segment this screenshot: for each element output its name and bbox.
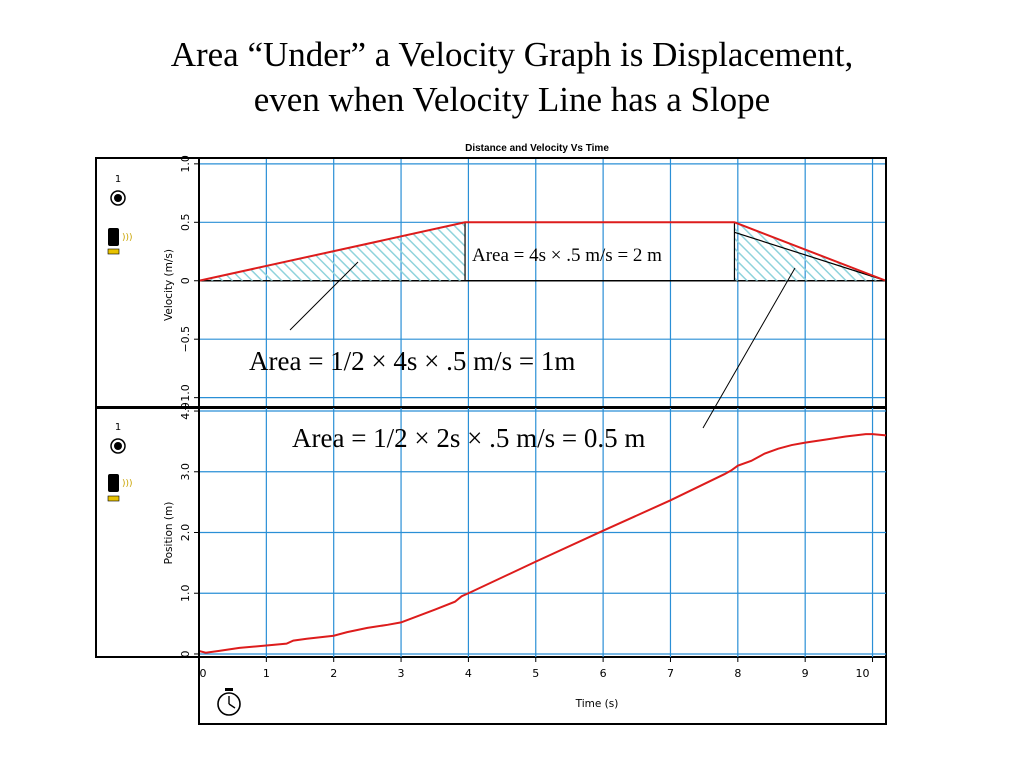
x-tick-label: 7: [667, 667, 674, 680]
signal-waves-icon: ))): [122, 479, 133, 489]
position-y-ticks: 4.0 3.0 2.0 1.0 0: [179, 402, 199, 657]
annotation-triangle-area-left: Area = 1/2 × 4s × .5 m/s = 1m: [249, 346, 575, 376]
velocity-line: [198, 221, 887, 282]
sensor-icon-top[interactable]: 1 ))): [107, 174, 133, 255]
x-tick-label: 5: [532, 667, 539, 680]
y-tick-label: −1.0: [179, 384, 192, 411]
x-tick-label: 6: [600, 667, 607, 680]
annotation-pointer-left: [289, 261, 359, 331]
sensor-dot-inner-icon: [114, 442, 122, 450]
motion-detector-icon: [108, 474, 119, 492]
annotation-triangle-area-right: Area = 1/2 × 2s × .5 m/s = 0.5 m: [292, 423, 645, 453]
y-tick-label: 3.0: [179, 463, 192, 481]
stopwatch-icon[interactable]: [217, 688, 241, 716]
velocity-y-ticks: 1.0 0.5 0 −0.5 −1.0: [179, 155, 199, 411]
velocity-series: [198, 221, 887, 282]
x-tick-label: 8: [734, 667, 741, 680]
sensor-number-bottom: 1: [115, 422, 121, 433]
annotation-rectangle-area: Area = 4s × .5 m/s = 2 m: [472, 245, 662, 266]
velocity-axis-label: Velocity (m/s): [163, 249, 175, 321]
y-tick-label: 1.0: [179, 584, 192, 602]
motion-detector-base-icon: [107, 248, 120, 255]
signal-waves-icon: ))): [122, 233, 133, 243]
motion-detector-base-icon: [107, 495, 120, 502]
sensor-icon-bottom[interactable]: 1 ))): [107, 422, 133, 502]
area-annotations: Area = 4s × .5 m/s = 2 m Area = 1/2 × 4s…: [249, 245, 796, 453]
velocity-plot-border: [198, 157, 887, 408]
y-tick-label: −0.5: [179, 326, 192, 353]
x-tick-label: 0: [200, 667, 207, 680]
sensor-number-top: 1: [115, 174, 121, 185]
x-tick-label: 1: [263, 667, 270, 680]
y-tick-label: 4.0: [179, 402, 192, 420]
time-axis-label: Time (s): [575, 698, 619, 710]
chart-title: Distance and Velocity Vs Time: [465, 143, 609, 154]
y-tick-label: 1.0: [179, 155, 192, 173]
y-tick-label: 2.0: [179, 524, 192, 542]
y-tick-label: 0.5: [179, 214, 192, 232]
x-tick-label: 2: [330, 667, 337, 680]
y-tick-label: 0: [179, 650, 192, 657]
area-slope-outline-right: [734, 231, 887, 282]
position-series: [198, 433, 887, 654]
y-tick-label: 0: [179, 277, 192, 284]
position-line: [198, 433, 887, 654]
time-axis-frame: [198, 657, 887, 725]
x-tick-label: 9: [802, 667, 809, 680]
x-tick-label: 3: [398, 667, 405, 680]
sensor-dot-outer-icon: [110, 190, 126, 206]
time-x-ticks: 0 1 2 3 4 5 6 7 8 9 10: [198, 657, 874, 680]
annotation-pointer-right: [702, 267, 796, 429]
slide-title-line-2: even when Velocity Line has a Slope: [253, 80, 771, 119]
sensor-dot-outer-icon: [110, 438, 126, 454]
slide-title-line-1: Area “Under” a Velocity Graph is Displac…: [170, 35, 854, 74]
position-grid: [199, 408, 886, 657]
motion-detector-icon: [108, 228, 119, 246]
position-axis-label: Position (m): [163, 502, 175, 565]
slide-title: Area “Under” a Velocity Graph is Displac…: [0, 32, 1024, 122]
sensor-dot-inner-icon: [114, 194, 122, 202]
x-tick-label: 10: [856, 667, 870, 680]
x-tick-label: 4: [465, 667, 472, 680]
